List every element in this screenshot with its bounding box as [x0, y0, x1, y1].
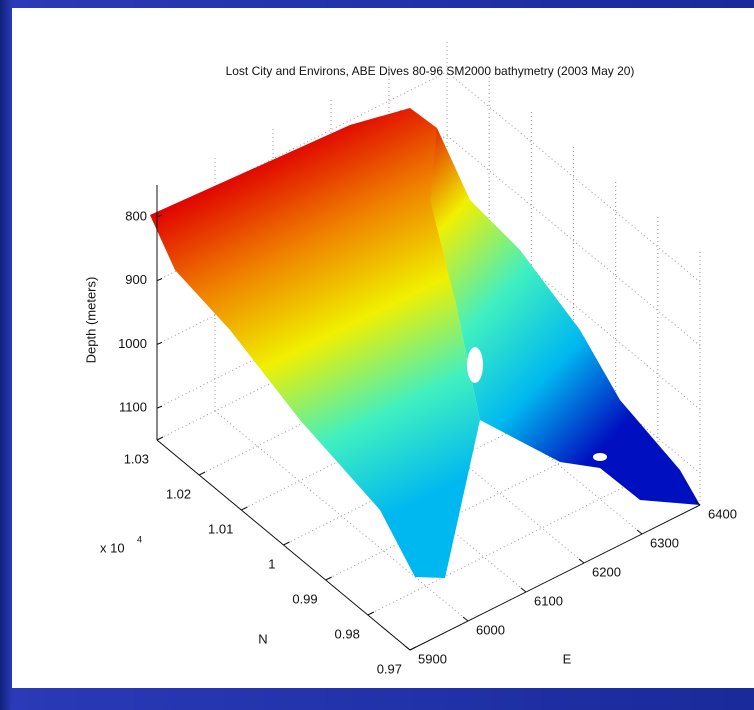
surface-hole [467, 347, 483, 383]
z-tick [156, 278, 163, 282]
y-tick-label: 1.02 [166, 486, 191, 501]
y-tick-label: 1.01 [208, 521, 233, 536]
grid-line [446, 71, 701, 283]
z-axis-label: Depth (meters) [83, 277, 98, 364]
grid-line [446, 135, 701, 347]
x-tick [404, 645, 411, 651]
surface-hole [593, 453, 607, 461]
x-tick-label: 6100 [534, 593, 563, 608]
y-tick [241, 506, 248, 511]
x-axis [409, 504, 701, 651]
y-tick-label: 0.97 [377, 661, 402, 676]
y-tick [198, 471, 206, 476]
y-tick-label: 1 [268, 556, 275, 571]
z-tick-label: 900 [125, 272, 147, 287]
z-tick-label: 1100 [119, 400, 147, 415]
x-tick-label: 6300 [650, 535, 679, 550]
y-tick-label: 1.03 [124, 451, 149, 466]
y-tick [283, 541, 290, 546]
z-tick [156, 341, 163, 345]
x-tick [520, 587, 527, 593]
x-tick-label: 6000 [476, 622, 505, 637]
z-tick [156, 214, 163, 218]
y-tick-label: 0.99 [292, 591, 317, 606]
y-axis-label: N [258, 631, 267, 646]
chart-title: Lost City and Environs, ABE Dives 80-96 … [226, 64, 635, 78]
y-tick [409, 646, 417, 651]
y-tick [367, 611, 375, 616]
x-axis-label: E [563, 651, 572, 666]
x-tick [578, 558, 585, 564]
surface-front-slope [150, 108, 480, 578]
y-multiplier-exponent: 4 [137, 534, 142, 544]
surface-back-slope [400, 110, 700, 505]
x-tick [462, 616, 469, 622]
z-tick-label: 1000 [118, 336, 147, 351]
x-tick-label: 5900 [418, 651, 447, 666]
grid-line [446, 198, 701, 410]
z-tick [156, 405, 163, 409]
x-tick [694, 500, 701, 506]
y-tick [325, 576, 332, 581]
x-tick [636, 529, 643, 535]
z-tick-label: 800 [125, 208, 147, 223]
x-tick-label: 6200 [592, 564, 621, 579]
x-tick-label: 6400 [708, 506, 737, 521]
y-tick [156, 436, 164, 441]
y-multiplier: x 10 [100, 540, 125, 555]
y-tick-label: 0.98 [335, 626, 360, 641]
